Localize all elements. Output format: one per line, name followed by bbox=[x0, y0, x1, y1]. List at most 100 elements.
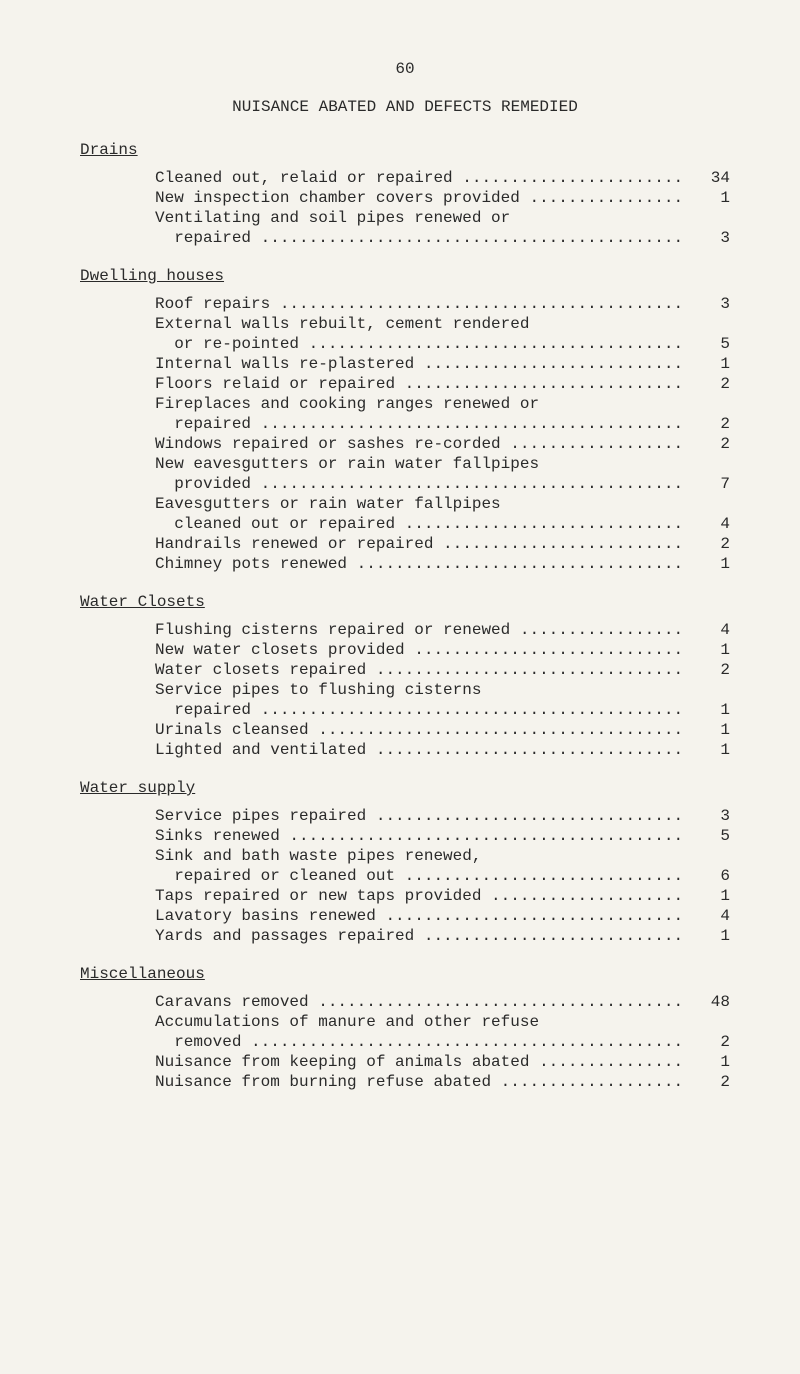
item-label: or re-pointed ..........................… bbox=[155, 335, 691, 353]
item-value: 2 bbox=[691, 415, 730, 433]
section-body: Service pipes repaired .................… bbox=[80, 807, 730, 945]
item-value bbox=[720, 315, 730, 333]
list-item: repaired ...............................… bbox=[155, 415, 730, 433]
list-item: Eavesgutters or rain water fallpipes bbox=[155, 495, 730, 513]
section-heading: Miscellaneous bbox=[80, 965, 730, 983]
list-item: New water closets provided .............… bbox=[155, 641, 730, 659]
list-item: Nuisance from keeping of animals abated … bbox=[155, 1053, 730, 1071]
item-value: 2 bbox=[691, 1073, 730, 1091]
item-value: 1 bbox=[691, 927, 730, 945]
section-heading: Dwelling houses bbox=[80, 267, 730, 285]
item-label: Lighted and ventilated .................… bbox=[155, 741, 691, 759]
item-label: Yards and passages repaired ............… bbox=[155, 927, 691, 945]
item-value: 3 bbox=[691, 295, 730, 313]
item-value: 5 bbox=[691, 335, 730, 353]
item-label: Service pipes to flushing cisterns bbox=[155, 681, 720, 699]
item-value: 1 bbox=[691, 189, 730, 207]
list-item: Lavatory basins renewed ................… bbox=[155, 907, 730, 925]
item-label: repaired or cleaned out ................… bbox=[155, 867, 691, 885]
item-label: Taps repaired or new taps provided .....… bbox=[155, 887, 691, 905]
document-page: 60 NUISANCE ABATED AND DEFECTS REMEDIED … bbox=[0, 0, 800, 1133]
item-label: Floors relaid or repaired ..............… bbox=[155, 375, 691, 393]
item-value: 1 bbox=[691, 721, 730, 739]
list-item: Nuisance from burning refuse abated ....… bbox=[155, 1073, 730, 1091]
item-label: provided ...............................… bbox=[155, 475, 691, 493]
section-heading: Drains bbox=[80, 141, 730, 159]
item-value bbox=[720, 455, 730, 473]
list-item: or re-pointed ..........................… bbox=[155, 335, 730, 353]
item-value: 2 bbox=[691, 375, 730, 393]
item-label: Handrails renewed or repaired ..........… bbox=[155, 535, 691, 553]
item-value: 4 bbox=[691, 907, 730, 925]
item-value bbox=[720, 847, 730, 865]
list-item: removed ................................… bbox=[155, 1033, 730, 1051]
list-item: Roof repairs ...........................… bbox=[155, 295, 730, 313]
section-heading: Water supply bbox=[80, 779, 730, 797]
item-label: Fireplaces and cooking ranges renewed or bbox=[155, 395, 720, 413]
item-value: 3 bbox=[691, 229, 730, 247]
item-value bbox=[720, 681, 730, 699]
item-label: Cleaned out, relaid or repaired ........… bbox=[155, 169, 691, 187]
section-heading: Water Closets bbox=[80, 593, 730, 611]
list-item: Service pipes to flushing cisterns bbox=[155, 681, 730, 699]
item-label: Nuisance from burning refuse abated ....… bbox=[155, 1073, 691, 1091]
item-label: Sinks renewed ..........................… bbox=[155, 827, 691, 845]
list-item: Floors relaid or repaired ..............… bbox=[155, 375, 730, 393]
item-label: repaired ...............................… bbox=[155, 229, 691, 247]
list-item: Accumulations of manure and other refuse bbox=[155, 1013, 730, 1031]
list-item: New inspection chamber covers provided .… bbox=[155, 189, 730, 207]
list-item: Handrails renewed or repaired ..........… bbox=[155, 535, 730, 553]
item-value bbox=[720, 209, 730, 227]
page-number: 60 bbox=[80, 60, 730, 78]
list-item: Ventilating and soil pipes renewed or bbox=[155, 209, 730, 227]
list-item: repaired ...............................… bbox=[155, 701, 730, 719]
list-item: Windows repaired or sashes re-corded ...… bbox=[155, 435, 730, 453]
section-body: Roof repairs ...........................… bbox=[80, 295, 730, 573]
item-label: Roof repairs ...........................… bbox=[155, 295, 691, 313]
list-item: repaired ...............................… bbox=[155, 229, 730, 247]
item-label: Chimney pots renewed ...................… bbox=[155, 555, 691, 573]
section-body: Caravans removed .......................… bbox=[80, 993, 730, 1091]
item-label: repaired ...............................… bbox=[155, 415, 691, 433]
sections-container: Drains Cleaned out, relaid or repaired ..… bbox=[80, 141, 730, 1091]
section-body: Flushing cisterns repaired or renewed ..… bbox=[80, 621, 730, 759]
list-item: Lighted and ventilated .................… bbox=[155, 741, 730, 759]
list-item: Fireplaces and cooking ranges renewed or bbox=[155, 395, 730, 413]
list-item: provided ...............................… bbox=[155, 475, 730, 493]
item-value: 3 bbox=[691, 807, 730, 825]
item-value bbox=[720, 395, 730, 413]
item-label: Windows repaired or sashes re-corded ...… bbox=[155, 435, 691, 453]
item-label: New eavesgutters or rain water fallpipes bbox=[155, 455, 720, 473]
item-value: 1 bbox=[691, 701, 730, 719]
item-value: 2 bbox=[691, 1033, 730, 1051]
item-label: Internal walls re-plastered ............… bbox=[155, 355, 691, 373]
item-value: 7 bbox=[691, 475, 730, 493]
item-label: Nuisance from keeping of animals abated … bbox=[155, 1053, 691, 1071]
item-value: 4 bbox=[691, 621, 730, 639]
list-item: Sink and bath waste pipes renewed, bbox=[155, 847, 730, 865]
item-label: Caravans removed .......................… bbox=[155, 993, 691, 1011]
list-item: cleaned out or repaired ................… bbox=[155, 515, 730, 533]
list-item: Cleaned out, relaid or repaired ........… bbox=[155, 169, 730, 187]
list-item: Taps repaired or new taps provided .....… bbox=[155, 887, 730, 905]
list-item: Flushing cisterns repaired or renewed ..… bbox=[155, 621, 730, 639]
item-label: Accumulations of manure and other refuse bbox=[155, 1013, 720, 1031]
item-value: 4 bbox=[691, 515, 730, 533]
item-value: 1 bbox=[691, 555, 730, 573]
list-item: Caravans removed .......................… bbox=[155, 993, 730, 1011]
item-label: repaired ...............................… bbox=[155, 701, 691, 719]
item-label: Ventilating and soil pipes renewed or bbox=[155, 209, 720, 227]
item-value bbox=[720, 495, 730, 513]
item-label: External walls rebuilt, cement rendered bbox=[155, 315, 720, 333]
item-value: 2 bbox=[691, 535, 730, 553]
item-value: 48 bbox=[691, 993, 730, 1011]
item-label: Service pipes repaired .................… bbox=[155, 807, 691, 825]
list-item: Water closets repaired .................… bbox=[155, 661, 730, 679]
item-value bbox=[720, 1013, 730, 1031]
item-label: cleaned out or repaired ................… bbox=[155, 515, 691, 533]
item-label: New water closets provided .............… bbox=[155, 641, 691, 659]
item-value: 2 bbox=[691, 435, 730, 453]
list-item: Urinals cleansed .......................… bbox=[155, 721, 730, 739]
list-item: Yards and passages repaired ............… bbox=[155, 927, 730, 945]
list-item: External walls rebuilt, cement rendered bbox=[155, 315, 730, 333]
